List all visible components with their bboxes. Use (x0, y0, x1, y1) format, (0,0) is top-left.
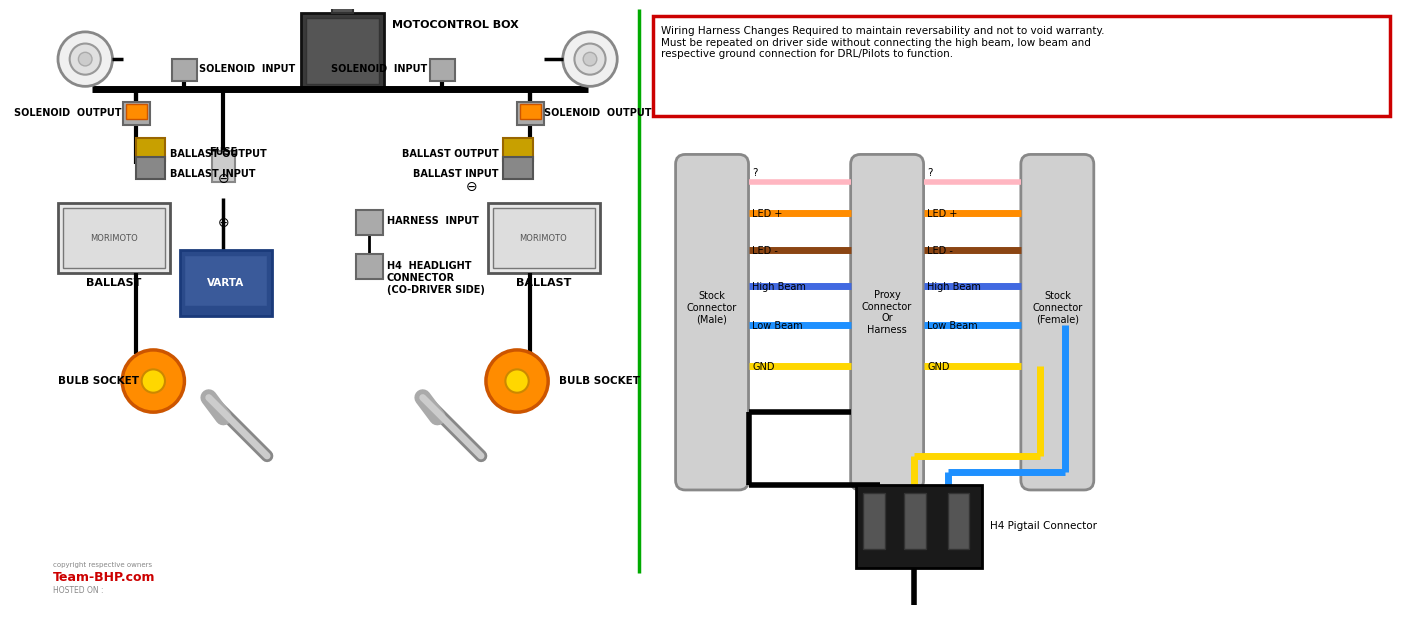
Bar (180, 250, 271, 316)
Bar (654, 16, 1391, 115)
Circle shape (142, 369, 165, 392)
Bar (356, 210, 382, 235)
Text: HOSTED ON :: HOSTED ON : (53, 586, 104, 594)
Circle shape (337, 0, 347, 1)
Text: H4 Pigtail Connector: H4 Pigtail Connector (990, 521, 1097, 531)
Bar (332, 0, 353, 14)
Text: BALLAST INPUT: BALLAST INPUT (413, 169, 499, 179)
Text: Stock
Connector
(Female): Stock Connector (Female) (1032, 291, 1083, 324)
Bar (172, 59, 197, 80)
FancyBboxPatch shape (851, 155, 924, 490)
Bar (124, 102, 150, 125)
Text: High Beam: High Beam (752, 282, 806, 292)
Bar (301, 14, 384, 89)
Circle shape (486, 350, 548, 412)
Text: ⊕: ⊕ (218, 216, 229, 229)
Text: ⊖: ⊖ (218, 172, 229, 186)
Text: MORIMOTO: MORIMOTO (90, 234, 138, 242)
Circle shape (58, 32, 112, 87)
Text: MOTOCONTROL BOX: MOTOCONTROL BOX (392, 20, 519, 30)
Bar (488, 203, 600, 273)
Text: ⊖: ⊖ (465, 179, 477, 194)
Text: GND: GND (928, 363, 950, 373)
Text: Team-BHP.com: Team-BHP.com (53, 571, 156, 584)
Circle shape (575, 44, 606, 75)
FancyBboxPatch shape (676, 155, 748, 490)
Text: LED -: LED - (928, 245, 953, 255)
Circle shape (70, 44, 101, 75)
Circle shape (562, 32, 617, 87)
Bar (58, 203, 170, 273)
Text: H4  HEADLIGHT
CONNECTOR
(CO-DRIVER SIDE): H4 HEADLIGHT CONNECTOR (CO-DRIVER SIDE) (387, 262, 485, 295)
Bar (503, 158, 533, 179)
Text: LED -: LED - (752, 245, 779, 255)
Bar (520, 104, 541, 120)
Text: SOLENOID  OUTPUT: SOLENOID OUTPUT (544, 108, 652, 118)
Text: BALLAST: BALLAST (86, 278, 142, 288)
Text: Wiring Harness Changes Required to maintain reversability and not to void warran: Wiring Harness Changes Required to maint… (661, 26, 1105, 59)
Bar (212, 151, 235, 182)
Bar (127, 104, 148, 120)
Bar (429, 59, 454, 80)
Text: LED +: LED + (928, 209, 957, 219)
Text: High Beam: High Beam (928, 282, 981, 292)
Text: BULB SOCKET: BULB SOCKET (558, 376, 640, 386)
Text: BALLAST OUTPUT: BALLAST OUTPUT (170, 150, 267, 159)
Circle shape (583, 52, 596, 66)
Text: GND: GND (752, 363, 775, 373)
Text: ?: ? (928, 168, 934, 178)
Circle shape (505, 369, 529, 392)
Bar (184, 255, 267, 306)
Bar (136, 158, 165, 179)
Text: MORIMOTO: MORIMOTO (519, 234, 567, 242)
Bar (356, 254, 382, 279)
Text: BULB SOCKET: BULB SOCKET (58, 376, 139, 386)
Text: Low Beam: Low Beam (752, 321, 803, 331)
Bar (517, 102, 544, 125)
FancyBboxPatch shape (1021, 155, 1094, 490)
Circle shape (122, 350, 184, 412)
Text: copyright respective owners: copyright respective owners (53, 562, 152, 568)
Bar (63, 208, 165, 269)
Text: Stock
Connector
(Male): Stock Connector (Male) (688, 291, 737, 324)
Bar (855, 485, 981, 568)
Text: ?: ? (752, 168, 758, 178)
Text: FUSE: FUSE (209, 148, 238, 158)
Text: HARNESS  INPUT: HARNESS INPUT (387, 216, 478, 226)
Circle shape (79, 52, 91, 66)
Text: BALLAST OUTPUT: BALLAST OUTPUT (402, 150, 499, 159)
Text: Proxy
Connector
Or
Harness: Proxy Connector Or Harness (862, 290, 912, 335)
Bar (136, 138, 165, 161)
Bar (948, 493, 969, 549)
Bar (307, 18, 380, 84)
Text: LED +: LED + (752, 209, 783, 219)
Text: Low Beam: Low Beam (928, 321, 979, 331)
Bar (863, 493, 884, 549)
Bar (503, 138, 533, 161)
Text: SOLENOID  OUTPUT: SOLENOID OUTPUT (14, 108, 121, 118)
Text: BALLAST INPUT: BALLAST INPUT (170, 169, 256, 179)
Text: BALLAST: BALLAST (516, 278, 571, 288)
Bar (904, 493, 925, 549)
Bar (492, 208, 595, 269)
Text: SOLENOID  INPUT: SOLENOID INPUT (200, 64, 295, 74)
Text: SOLENOID  INPUT: SOLENOID INPUT (332, 64, 427, 74)
Text: VARTA: VARTA (207, 278, 245, 288)
